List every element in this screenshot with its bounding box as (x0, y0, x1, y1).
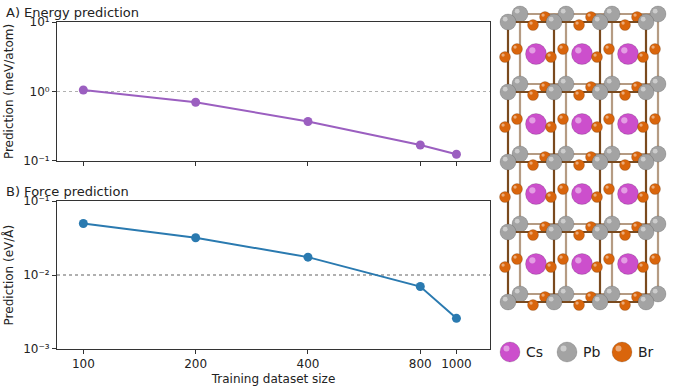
svg-text:1000: 1000 (441, 357, 472, 371)
svg-text:200: 200 (184, 357, 207, 371)
svg-text:10⁻¹: 10⁻¹ (23, 154, 50, 168)
svg-text:100: 100 (72, 357, 95, 371)
svg-text:Cs: Cs (526, 344, 543, 360)
svg-text:10⁻³: 10⁻³ (23, 342, 50, 356)
svg-text:400: 400 (297, 357, 320, 371)
svg-text:10⁰: 10⁰ (30, 85, 50, 99)
svg-text:Prediction (meV/atom): Prediction (meV/atom) (2, 24, 16, 159)
svg-text:10¹: 10¹ (30, 15, 50, 29)
svg-text:10⁻¹: 10⁻¹ (23, 194, 50, 208)
svg-text:Training dataset size: Training dataset size (211, 372, 336, 386)
svg-text:Prediction (eV/Å): Prediction (eV/Å) (1, 225, 16, 326)
svg-text:10⁻²: 10⁻² (23, 268, 50, 282)
svg-text:Br: Br (638, 344, 654, 360)
svg-text:Pb: Pb (583, 344, 600, 360)
svg-text:A) Energy prediction: A) Energy prediction (6, 5, 139, 20)
svg-text:B) Force prediction: B) Force prediction (6, 184, 129, 199)
svg-text:800: 800 (409, 357, 432, 371)
